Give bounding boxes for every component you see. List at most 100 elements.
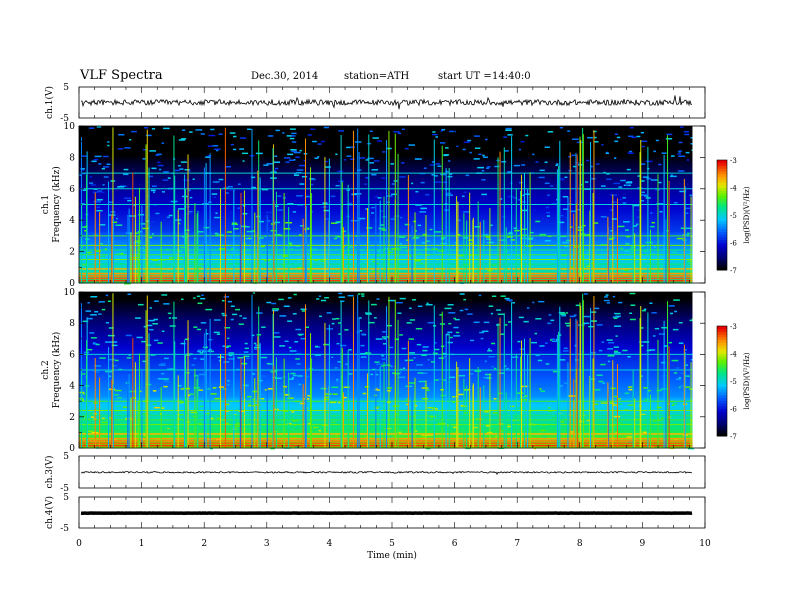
- noise-speck: [167, 177, 171, 179]
- noise-speck: [566, 239, 572, 242]
- noise-speck: [415, 190, 419, 193]
- noise-speck: [324, 396, 330, 398]
- noise-speck: [189, 393, 194, 395]
- noise-speck: [426, 389, 430, 392]
- noise-speck: [690, 136, 695, 139]
- spectral-band: [79, 175, 693, 178]
- noise-speck: [399, 297, 406, 300]
- noise-speck: [457, 271, 461, 273]
- noise-speck: [227, 380, 230, 382]
- noise-speck: [267, 220, 271, 222]
- noise-speck: [672, 328, 679, 331]
- y-axis-label: ch.4(V): [44, 496, 55, 529]
- noise-speck: [197, 302, 203, 305]
- spectral-band: [79, 356, 693, 359]
- spectral-band: [79, 366, 693, 369]
- noise-speck: [482, 330, 489, 333]
- noise-speck: [637, 175, 642, 177]
- noise-speck: [179, 401, 187, 404]
- spectral-band: [79, 348, 693, 351]
- noise-speck: [462, 211, 470, 213]
- noise-speck: [230, 305, 235, 307]
- noise-speck: [151, 128, 156, 130]
- noise-speck: [382, 216, 387, 218]
- noise-speck: [187, 189, 191, 192]
- noise-speck: [630, 304, 636, 306]
- noise-speck: [584, 181, 589, 183]
- noise-speck: [107, 375, 112, 378]
- noise-speck: [575, 214, 582, 216]
- noise-speck: [382, 343, 388, 345]
- noise-speck: [615, 312, 621, 315]
- waveform-line: [80, 470, 693, 476]
- noise-speck: [96, 126, 102, 128]
- y-tick-label: 6: [69, 350, 75, 360]
- noise-speck: [152, 390, 157, 392]
- colorbar-cell: [717, 361, 727, 365]
- noise-speck: [87, 302, 90, 304]
- noise-speck: [423, 167, 427, 169]
- noise-speck: [330, 195, 336, 198]
- colorbar-cell: [717, 250, 727, 254]
- noise-speck: [453, 426, 457, 429]
- noise-speck: [612, 316, 617, 318]
- noise-speck: [650, 179, 658, 181]
- spectral-band: [79, 389, 693, 392]
- noise-speck: [643, 250, 647, 253]
- spectral-band: [79, 358, 693, 361]
- spectral-band: [79, 327, 693, 330]
- noise-speck: [399, 236, 406, 238]
- spectral-band: [79, 137, 693, 141]
- noise-speck: [636, 223, 639, 226]
- no-data-area: [692, 126, 705, 283]
- noise-speck: [246, 357, 250, 360]
- noise-speck: [336, 378, 339, 381]
- noise-speck: [239, 148, 245, 150]
- noise-speck: [458, 374, 466, 377]
- noise-speck: [138, 213, 145, 216]
- noise-speck: [412, 443, 417, 446]
- noise-speck: [180, 161, 187, 163]
- noise-speck: [442, 352, 447, 355]
- noise-speck: [626, 235, 631, 238]
- spectral-band: [79, 182, 693, 186]
- noise-speck: [548, 314, 552, 316]
- noise-speck: [114, 410, 122, 413]
- noise-speck: [628, 386, 633, 388]
- noise-speck: [123, 173, 129, 176]
- noise-speck: [610, 230, 613, 232]
- noise-speck: [586, 159, 590, 162]
- noise-speck: [438, 378, 444, 381]
- noise-speck: [397, 132, 402, 135]
- noise-speck: [199, 352, 204, 354]
- noise-speck: [470, 216, 476, 219]
- noise-speck: [117, 186, 125, 188]
- noise-speck: [283, 305, 290, 308]
- noise-speck: [608, 269, 612, 272]
- noise-speck: [592, 320, 597, 322]
- noise-speck: [400, 216, 403, 219]
- noise-speck: [668, 305, 675, 307]
- noise-speck: [134, 232, 139, 234]
- noise-speck: [671, 404, 675, 406]
- noise-speck: [89, 412, 93, 414]
- spectral-band: [79, 379, 693, 383]
- noise-speck: [92, 343, 98, 345]
- colorbar-cell: [717, 248, 727, 252]
- noise-speck: [613, 346, 619, 348]
- noise-speck: [283, 385, 287, 388]
- noise-speck: [154, 406, 160, 409]
- noise-speck: [603, 299, 610, 302]
- noise-speck: [643, 265, 649, 267]
- noise-speck: [293, 151, 301, 154]
- panel-ch3-wave: ch.3(V) 5-5: [44, 452, 706, 494]
- noise-speck: [690, 143, 694, 145]
- noise-speck: [251, 186, 256, 189]
- noise-speck: [625, 243, 630, 245]
- noise-speck: [456, 262, 464, 265]
- noise-speck: [420, 181, 425, 184]
- spectral-band: [79, 237, 693, 241]
- noise-speck: [135, 273, 138, 276]
- noise-speck: [444, 209, 450, 211]
- noise-speck: [682, 424, 685, 427]
